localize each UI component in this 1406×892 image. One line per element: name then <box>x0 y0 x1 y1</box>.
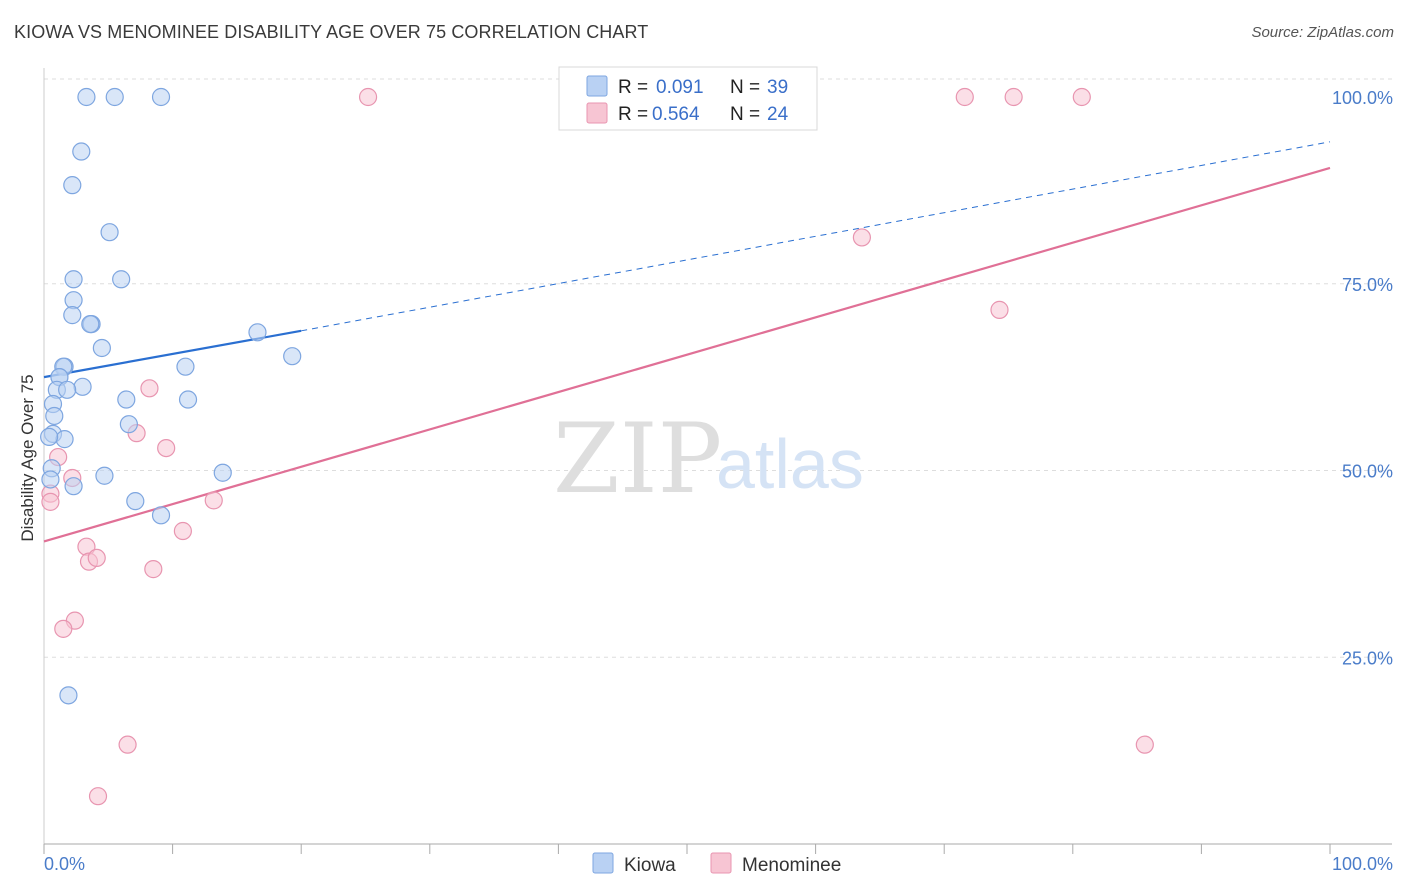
bottom-legend-swatch-kiowa <box>592 852 614 874</box>
point-menominee <box>118 735 137 754</box>
legend-r-value-kiowa: 0.091 <box>656 77 704 98</box>
gridlines <box>44 78 1392 658</box>
point-menominee <box>173 521 192 541</box>
legend-r-label-kiowa: R = <box>618 77 648 98</box>
point-menominee <box>852 228 871 247</box>
point-kiowa <box>176 357 195 376</box>
point-kiowa <box>283 347 302 366</box>
y-tick-label: 75.0% <box>1342 275 1393 295</box>
point-kiowa <box>72 142 91 161</box>
point-kiowa <box>45 406 64 426</box>
y-tick-label: 25.0% <box>1342 648 1393 668</box>
point-kiowa <box>55 430 74 449</box>
watermark-zip: ZIP <box>553 403 722 515</box>
point-menominee <box>157 438 176 458</box>
legend-n-value-kiowa: 39 <box>767 77 788 98</box>
point-kiowa <box>63 306 82 325</box>
bottom-legend-label-menominee: Menominee <box>742 855 841 876</box>
legend-swatch-menominee <box>586 102 608 124</box>
point-menominee <box>955 87 974 107</box>
point-kiowa <box>77 87 96 107</box>
point-menominee <box>140 379 159 398</box>
point-menominee <box>41 492 60 511</box>
point-kiowa <box>73 377 92 396</box>
point-kiowa <box>213 463 232 482</box>
point-kiowa <box>119 415 138 434</box>
bottom-legend: Kiowa Menominee <box>592 852 841 876</box>
chart-title: KIOWA VS MENOMINEE DISABILITY AGE OVER 7… <box>14 22 649 42</box>
y-tick-labels: 25.0% 50.0% 75.0% 100.0% <box>1332 88 1393 668</box>
point-kiowa <box>126 492 145 511</box>
point-menominee <box>358 87 378 107</box>
legend-n-label-menominee: N = <box>730 104 760 125</box>
point-menominee <box>1135 735 1154 754</box>
point-menominee <box>204 491 223 510</box>
point-kiowa <box>58 380 77 399</box>
point-menominee <box>990 300 1009 319</box>
point-menominee <box>87 548 106 567</box>
legend: R = 0.091 N = 39 R = 0.564 N = 24 <box>558 66 818 131</box>
point-menominee <box>144 560 163 579</box>
point-kiowa <box>100 223 119 242</box>
point-kiowa <box>64 270 83 289</box>
bottom-legend-swatch-menominee <box>710 852 732 874</box>
point-kiowa <box>41 470 60 489</box>
legend-r-value-menominee: 0.564 <box>652 104 700 125</box>
point-kiowa <box>248 323 267 342</box>
x-tick-label: 100.0% <box>1332 854 1393 874</box>
point-kiowa <box>178 390 198 409</box>
point-kiowa <box>81 314 100 334</box>
point-kiowa <box>40 427 59 446</box>
source-label: Source: ZipAtlas.com <box>1251 24 1394 41</box>
legend-n-label-kiowa: N = <box>730 77 760 98</box>
point-kiowa <box>63 176 82 195</box>
legend-swatch-kiowa <box>586 75 608 97</box>
x-tick-label: 0.0% <box>44 854 85 874</box>
point-kiowa <box>151 506 171 525</box>
trend-line-menominee <box>43 166 1331 543</box>
point-menominee <box>1004 87 1023 107</box>
point-kiowa <box>59 686 78 705</box>
y-tick-label: 50.0% <box>1342 462 1393 482</box>
point-menominee <box>1072 87 1091 107</box>
watermark-atlas: atlas <box>716 425 864 503</box>
point-menominee <box>88 787 108 806</box>
point-kiowa <box>117 390 136 409</box>
y-tick-label: 100.0% <box>1332 88 1393 108</box>
point-kiowa <box>151 87 171 107</box>
point-kiowa <box>112 270 131 289</box>
point-kiowa <box>95 466 114 485</box>
x-tick-labels: 0.0% 100.0% <box>44 854 1393 874</box>
point-kiowa <box>64 477 83 496</box>
legend-r-label-menominee: R = <box>618 104 648 125</box>
legend-n-value-menominee: 24 <box>767 104 789 125</box>
y-axis-title: Disability Age Over 75 <box>18 374 37 541</box>
point-kiowa <box>105 87 124 107</box>
point-menominee <box>54 619 73 638</box>
bottom-legend-label-kiowa: Kiowa <box>624 855 676 876</box>
data-points <box>40 87 1154 806</box>
point-kiowa <box>92 338 111 358</box>
trend-line-kiowa-extension <box>301 141 1331 332</box>
axes <box>43 68 1392 854</box>
